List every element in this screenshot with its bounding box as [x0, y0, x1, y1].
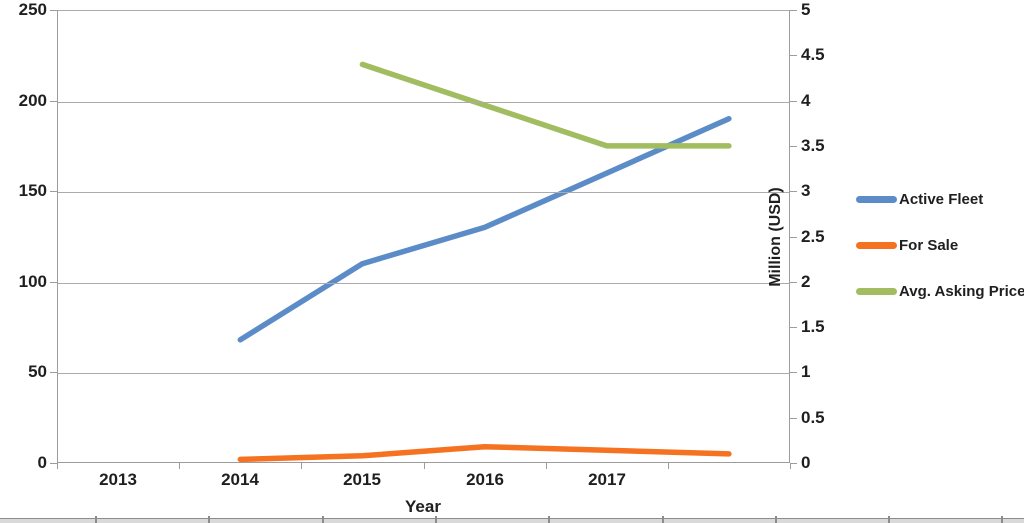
- for-sale-swatch-icon: [856, 241, 897, 249]
- series-line-avg-asking-price: [359, 61, 732, 149]
- spreadsheet-column-divider: [888, 516, 890, 523]
- y-axis-left-tick: [50, 372, 57, 373]
- y-axis-right-tick-label: 3.5: [801, 136, 825, 155]
- spreadsheet-column-divider: [775, 516, 777, 523]
- y-axis-right-tick-label: 0.5: [801, 408, 825, 427]
- spreadsheet-column-divider: [548, 516, 550, 523]
- y-axis-left-tick: [50, 101, 57, 102]
- spreadsheet-column-divider: [208, 516, 210, 523]
- y-axis-right-tick: [790, 101, 797, 102]
- y-axis-right-tick-label: 4: [801, 91, 811, 110]
- series-line-active-fleet: [237, 115, 732, 343]
- x-axis-tick: [668, 463, 669, 469]
- x-axis-tick: [301, 463, 302, 469]
- y-axis-left-tick-label: 100: [18, 272, 47, 291]
- y-axis-right-tick-label: 1.5: [801, 317, 825, 336]
- spreadsheet-column-divider: [1001, 516, 1003, 523]
- spreadsheet-column-divider: [662, 516, 664, 523]
- spreadsheet-edge: [0, 518, 1024, 523]
- legend-item-for-sale: For Sale: [856, 234, 1024, 256]
- y-axis-right-tick: [790, 463, 797, 464]
- grid-line: [58, 373, 789, 375]
- y-axis-right-tick-label: 5: [801, 0, 811, 19]
- y-axis-left-tick: [50, 282, 57, 283]
- y-axis-right-tick-label: 2: [801, 272, 811, 291]
- y-axis-right-tick: [790, 418, 797, 419]
- y-axis-left-tick-label: 150: [18, 181, 47, 200]
- x-axis-tick-label: 2016: [466, 470, 504, 489]
- legend: Active Fleet For Sale Avg. Asking Price: [856, 188, 1024, 326]
- spreadsheet-column-divider: [435, 516, 437, 523]
- active-fleet-swatch-icon: [856, 195, 897, 203]
- right-axis-title: Million (USD): [767, 187, 784, 287]
- y-axis-right-tick: [790, 191, 797, 192]
- y-axis-right-tick: [790, 372, 797, 373]
- x-axis-tick: [790, 463, 791, 469]
- legend-item-avg-asking-price: Avg. Asking Price: [856, 280, 1024, 302]
- x-axis-tick: [57, 463, 58, 469]
- series-lines: [237, 61, 732, 463]
- y-axis-right-tick: [790, 282, 797, 283]
- y-axis-left-tick-label: 200: [18, 91, 47, 110]
- grid-line: [58, 101, 789, 103]
- legend-label: Active Fleet: [899, 190, 984, 208]
- plot-area: [57, 10, 790, 463]
- x-axis-title: Year: [405, 497, 441, 516]
- y-axis-right-tick: [790, 146, 797, 147]
- x-axis-tick-label: 2013: [99, 470, 137, 489]
- series-line-for-sale: [237, 443, 732, 463]
- y-axis-left-tick: [50, 191, 57, 192]
- spreadsheet-column-divider: [322, 516, 324, 523]
- avg-asking-price-swatch-icon: [856, 287, 897, 295]
- y-axis-right-tick: [790, 237, 797, 238]
- y-axis-right-tick-label: 2.5: [801, 227, 825, 246]
- y-axis-right-tick-label: 0: [801, 453, 811, 472]
- y-axis-right-tick: [790, 10, 797, 11]
- y-axis-left-tick-label: 250: [18, 0, 47, 19]
- y-axis-right-tick: [790, 327, 797, 328]
- grid-line: [58, 282, 789, 284]
- x-axis-tick: [179, 463, 180, 469]
- x-axis-tick-label: 2014: [221, 470, 259, 489]
- x-axis-tick-label: 2017: [588, 470, 626, 489]
- y-axis-left-tick: [50, 463, 57, 464]
- x-axis-tick-label: 2015: [343, 470, 381, 489]
- legend-label: For Sale: [899, 236, 959, 254]
- x-axis-tick: [424, 463, 425, 469]
- y-axis-left-tick-label: 0: [37, 453, 47, 472]
- legend-item-active-fleet: Active Fleet: [856, 188, 1024, 210]
- y-axis-left-tick-label: 50: [28, 362, 47, 381]
- x-axis-tick: [546, 463, 547, 469]
- y-axis-right-tick-label: 1: [801, 362, 811, 381]
- y-axis-left-tick: [50, 10, 57, 11]
- spreadsheet-column-divider: [95, 516, 97, 523]
- legend-label: Avg. Asking Price: [899, 282, 1024, 300]
- grid-line: [58, 192, 789, 194]
- y-axis-right-tick-label: 3: [801, 181, 811, 200]
- y-axis-right-tick: [790, 55, 797, 56]
- y-axis-right-tick-label: 4.5: [801, 45, 825, 64]
